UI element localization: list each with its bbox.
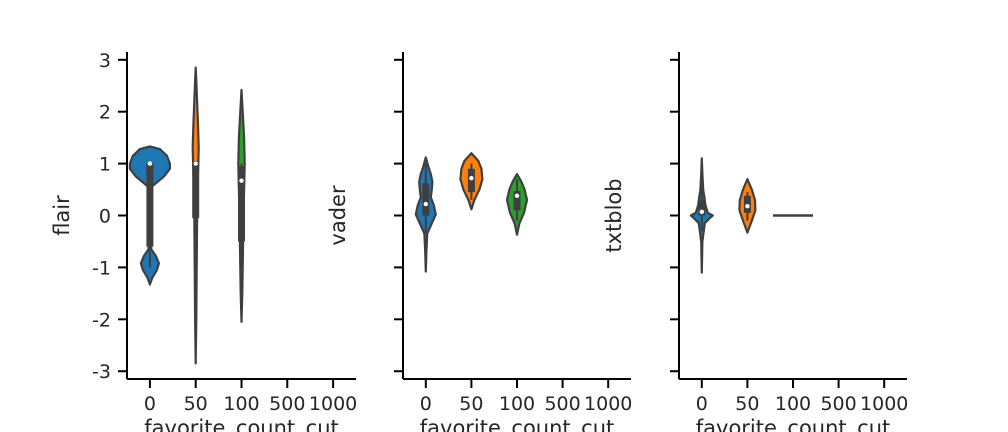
violin-txtblob-50 — [738, 178, 757, 234]
x-tick-label: 1000 — [860, 393, 908, 415]
x-tick-label: 1000 — [584, 393, 632, 415]
violin-median-dot — [147, 161, 153, 166]
y-axis-label: vader — [326, 185, 350, 246]
x-tick-label: 500 — [544, 393, 580, 415]
violin-iqr-box — [146, 163, 154, 247]
x-tick-label: 100 — [499, 393, 535, 415]
x-tick-label: 0 — [420, 393, 432, 415]
violin-iqr-box — [513, 191, 521, 211]
x-axis-label: favorite_count_cut — [420, 416, 615, 432]
x-tick-label: 50 — [184, 393, 208, 415]
y-tick-label: 0 — [99, 206, 111, 228]
violin-median-dot — [469, 175, 474, 181]
violin-vader-50 — [459, 152, 484, 211]
violin-iqr-box — [422, 183, 430, 216]
y-tick-label: 1 — [99, 154, 111, 176]
violin-median-dot — [423, 201, 428, 207]
violin-iqr-box — [192, 161, 200, 219]
violin-iqr-box — [698, 199, 706, 216]
y-tick-label: 3 — [99, 50, 111, 72]
violin-txtblob-0 — [689, 157, 714, 274]
x-tick-label: 50 — [735, 393, 759, 415]
violin-vader-0 — [414, 156, 437, 273]
y-axis-label: txtblob — [602, 178, 626, 252]
violin-median-dot — [699, 209, 704, 215]
violin-flair-100 — [237, 88, 246, 323]
x-axis-label: favorite_count_cut — [144, 416, 339, 432]
x-tick-label: 0 — [696, 393, 708, 415]
violin-median-dot — [239, 178, 244, 183]
x-tick-label: 100 — [775, 393, 811, 415]
violin-iqr-box — [467, 168, 475, 193]
x-tick-label: 500 — [269, 393, 305, 415]
violin-median-dot — [745, 203, 750, 209]
y-tick-label: 2 — [99, 102, 111, 124]
x-axis-label: favorite_count_cut — [696, 416, 891, 432]
violin-vader-100 — [505, 172, 529, 236]
x-tick-label: 50 — [459, 393, 483, 415]
x-tick-label: 100 — [223, 393, 259, 415]
y-tick-label: -2 — [92, 309, 111, 331]
y-tick-label: -3 — [92, 361, 111, 383]
y-tick-label: -1 — [92, 257, 111, 279]
x-tick-label: 0 — [144, 393, 156, 415]
subplot-flair: -3 -2 -1 0 1 2 3 0 50 100 500 1000favorite_count_cu… — [50, 50, 357, 432]
violin-median-dot — [514, 193, 520, 198]
x-tick-label: 1000 — [309, 393, 357, 415]
x-tick-label: 500 — [820, 393, 856, 415]
y-axis-label: flair — [50, 195, 74, 236]
violin-median-dot — [193, 161, 198, 166]
violin-flair-50 — [191, 66, 200, 365]
violin-iqr-box — [238, 166, 245, 242]
violin-flair-0 — [128, 145, 171, 286]
